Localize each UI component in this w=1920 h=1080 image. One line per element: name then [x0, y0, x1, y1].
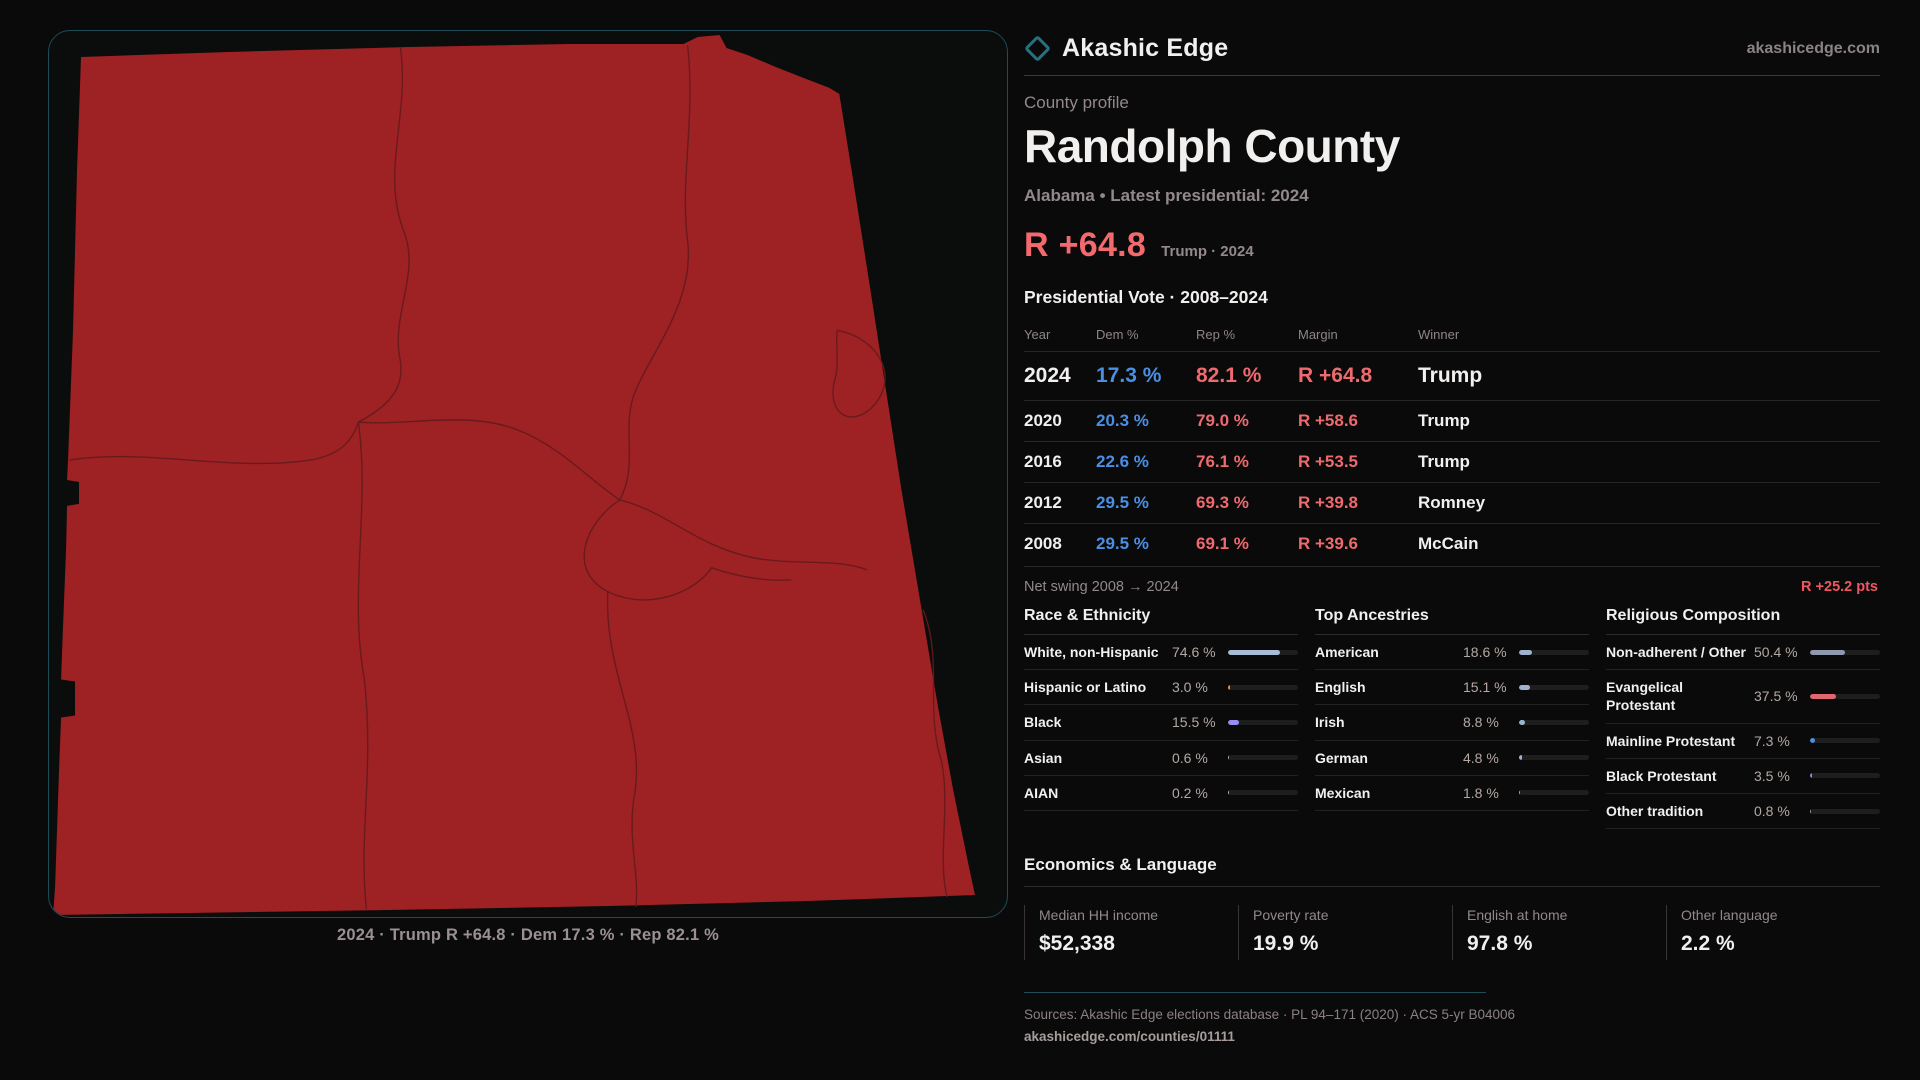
table-header-row: Year Dem % Rep % Margin Winner [1024, 320, 1880, 351]
col-rep: Rep % [1196, 327, 1236, 342]
stat-bar [1810, 693, 1880, 699]
col-margin: Margin [1298, 327, 1338, 342]
demo-row: English 15.1 % [1315, 670, 1589, 706]
stat-bar [1228, 755, 1298, 761]
economics-stats: Median HH income $52,338 Poverty rate 19… [1024, 905, 1880, 961]
demo-row: Evangelical Protestant 37.5 % [1606, 670, 1880, 724]
kicker: County profile [1024, 93, 1129, 112]
table-row: 2020 20.3 % 79.0 % R +58.6 Trump [1024, 400, 1880, 441]
col-year: Year [1024, 327, 1051, 342]
col-dem: Dem % [1096, 327, 1139, 342]
demo-row: German 4.8 % [1315, 741, 1589, 776]
footer: Sources: Akashic Edge elections database… [1024, 992, 1880, 1044]
stat-bar [1519, 719, 1589, 725]
margin-value: R +64.8 [1024, 226, 1147, 264]
stat-bar [1519, 755, 1589, 761]
religion-heading: Religious Composition [1606, 607, 1880, 635]
stat-bar [1519, 684, 1589, 690]
sources-text: Sources: Akashic Edge elections database… [1024, 1007, 1516, 1023]
demo-row: White, non-Hispanic 74.6 % [1024, 635, 1298, 671]
margin-callout: R +64.8 Trump · 2024 [1024, 226, 1880, 265]
stat-bar [1810, 808, 1880, 814]
religion-section: Religious Composition Non-adherent / Oth… [1606, 607, 1880, 830]
page-title: Randolph County [1024, 120, 1400, 172]
footer-divider [1024, 992, 1486, 994]
stat-bar [1519, 790, 1589, 796]
stat-other-language: Other language 2.2 % [1666, 905, 1880, 961]
net-swing-value: R +25.2 pts [1801, 579, 1878, 595]
ancestry-heading: Top Ancestries [1315, 607, 1589, 635]
stat-bar [1810, 649, 1880, 655]
demo-row: Irish 8.8 % [1315, 705, 1589, 741]
county-map [53, 34, 975, 916]
net-swing-label: Net swing 2008 → 2024 [1024, 579, 1179, 595]
table-row: 2024 17.3 % 82.1 % R +64.8 Trump [1024, 351, 1880, 400]
economics-heading: Economics & Language [1024, 855, 1880, 888]
demo-row: Hispanic or Latino 3.0 % [1024, 670, 1298, 706]
demo-row: Black 15.5 % [1024, 705, 1298, 741]
header-divider [1024, 75, 1880, 76]
col-winner: Winner [1418, 327, 1460, 342]
demographics-grid: Race & Ethnicity White, non-Hispanic 74.… [1024, 607, 1880, 830]
brand-site-url[interactable]: akashicedge.com [1746, 39, 1880, 57]
brand-diamond-icon [1024, 35, 1051, 62]
table-row: 2012 29.5 % 69.3 % R +39.8 Romney [1024, 482, 1880, 523]
subtitle: Alabama • Latest presidential: 2024 [1024, 186, 1309, 205]
demo-row: AIAN 0.2 % [1024, 776, 1298, 811]
table-row: 2008 29.5 % 69.1 % R +39.6 McCain [1024, 523, 1880, 564]
margin-context: Trump · 2024 [1161, 243, 1254, 260]
table-row: 2016 22.6 % 76.1 % R +53.5 Trump [1024, 441, 1880, 482]
elections-heading: Presidential Vote · 2008–2024 [1024, 287, 1268, 307]
elections-table: Year Dem % Rep % Margin Winner 2024 17.3… [1024, 320, 1880, 564]
demo-row: Mainline Protestant 7.3 % [1606, 724, 1880, 759]
stat-bar [1228, 684, 1298, 690]
permalink[interactable]: akashicedge.com/counties/01111 [1024, 1029, 1235, 1045]
stat-english-at-home: English at home 97.8 % [1452, 905, 1666, 961]
net-swing: Net swing 2008 → 2024 R +25.2 pts [1024, 566, 1880, 595]
stat-median-income: Median HH income $52,338 [1024, 905, 1238, 961]
county-map-panel [48, 30, 1008, 918]
demo-row: Black Protestant 3.5 % [1606, 759, 1880, 794]
stat-bar [1228, 790, 1298, 796]
brand-header: Akashic Edge akashicedge.com [1024, 34, 1880, 63]
stat-bar [1228, 649, 1298, 655]
race-heading: Race & Ethnicity [1024, 607, 1298, 635]
stat-bar [1519, 649, 1589, 655]
stat-bar [1810, 773, 1880, 779]
stat-poverty-rate: Poverty rate 19.9 % [1238, 905, 1452, 961]
race-ethnicity-section: Race & Ethnicity White, non-Hispanic 74.… [1024, 607, 1298, 829]
demo-row: American 18.6 % [1315, 635, 1589, 671]
county-profile-panel: Akashic Edge akashicedge.com County prof… [1024, 34, 1880, 1044]
demo-row: Non-adherent / Other 50.4 % [1606, 635, 1880, 671]
stat-bar [1810, 738, 1880, 744]
stat-bar [1228, 719, 1298, 725]
demo-row: Other tradition 0.8 % [1606, 794, 1880, 830]
ancestries-section: Top Ancestries American 18.6 % English 1… [1315, 607, 1589, 829]
map-caption: 2024 · Trump R +64.8 · Dem 17.3 % · Rep … [337, 926, 719, 944]
demo-row: Mexican 1.8 % [1315, 776, 1589, 811]
demo-row: Asian 0.6 % [1024, 741, 1298, 776]
brand-name: Akashic Edge [1062, 34, 1229, 62]
